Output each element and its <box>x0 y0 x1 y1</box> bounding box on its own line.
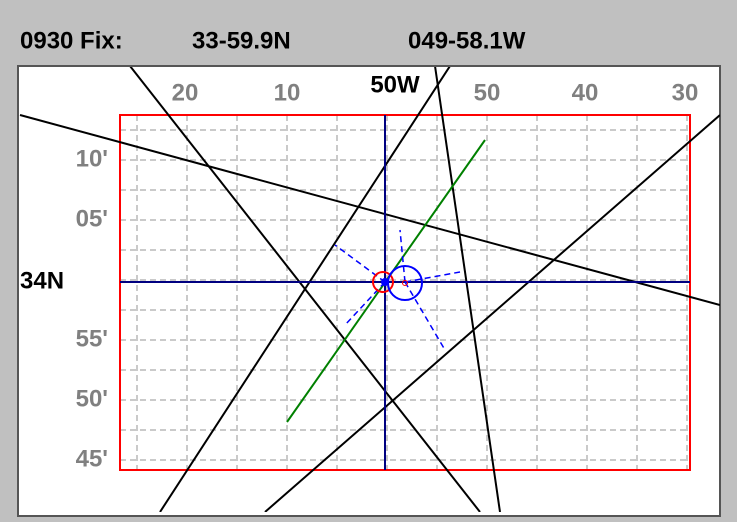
error-spokes <box>334 229 461 351</box>
lop <box>264 114 720 512</box>
latitude-label: 45' <box>76 445 108 472</box>
plot-area <box>17 65 721 517</box>
fix-longitude: 049-58.1W <box>408 27 526 54</box>
longitude-label: 50W <box>370 71 420 98</box>
lop <box>19 114 720 306</box>
longitude-label: 30 <box>672 79 699 106</box>
latitude-label: 10' <box>76 145 108 172</box>
longitude-label: 40 <box>572 79 599 106</box>
lop <box>434 67 501 512</box>
longitude-label: 10 <box>274 79 301 106</box>
latitude-label: 50' <box>76 385 108 412</box>
latitude-label: 05' <box>76 205 108 232</box>
lines-of-position <box>19 67 720 512</box>
grid <box>120 115 690 470</box>
latitude-label: 55' <box>76 325 108 352</box>
fix-latitude: 33-59.9N <box>192 27 291 54</box>
fix-label: 0930 Fix: <box>20 27 123 54</box>
longitude-label: 50 <box>474 79 501 106</box>
longitude-label: 20 <box>172 79 199 106</box>
latitude-label: 34N <box>20 267 64 294</box>
fix-circle <box>372 271 394 293</box>
dr-point <box>402 280 408 286</box>
lop <box>159 67 451 512</box>
plot-boundary <box>119 114 691 471</box>
fix-point <box>381 278 389 286</box>
